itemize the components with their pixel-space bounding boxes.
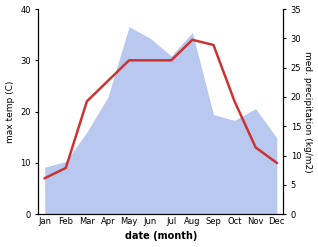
X-axis label: date (month): date (month): [125, 231, 197, 242]
Y-axis label: med. precipitation (kg/m2): med. precipitation (kg/m2): [303, 51, 313, 172]
Y-axis label: max temp (C): max temp (C): [5, 80, 15, 143]
